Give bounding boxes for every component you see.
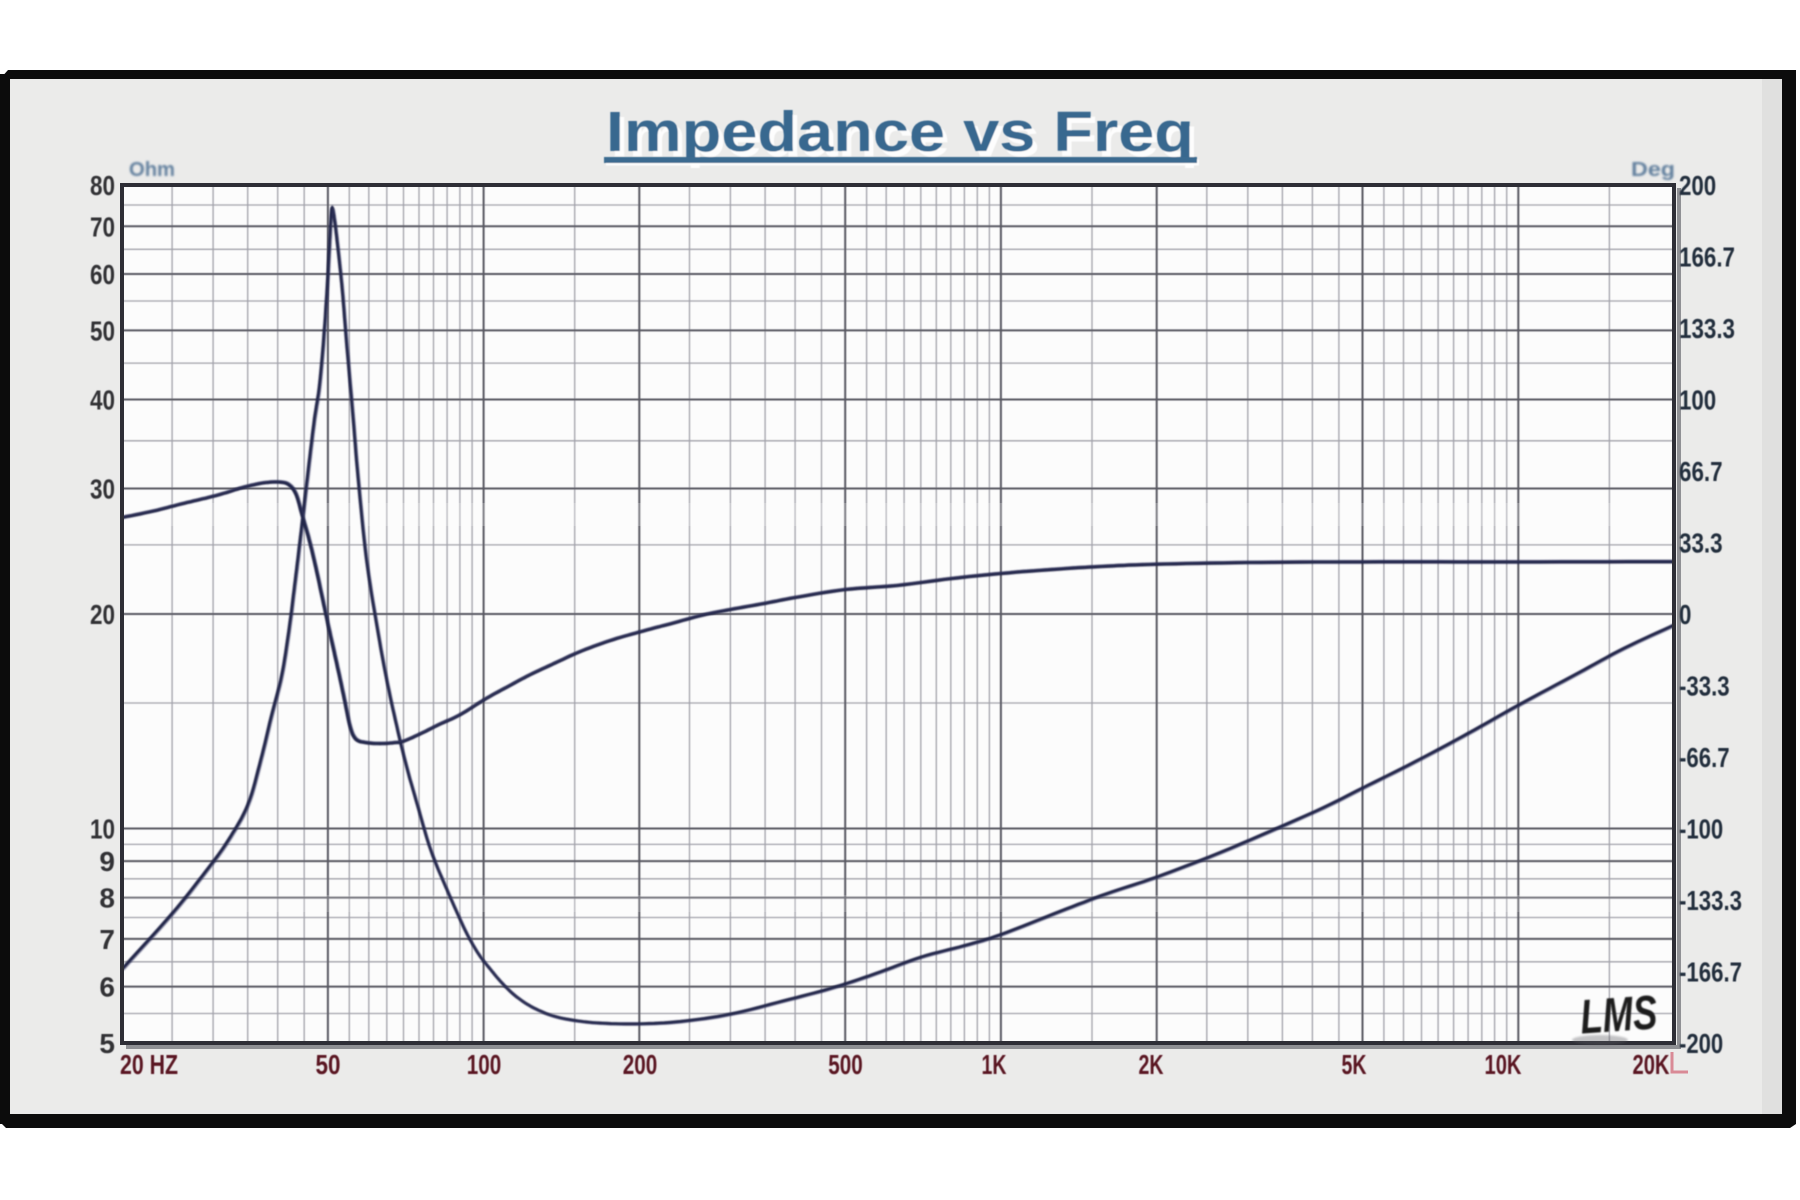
svg-text:10: 10 — [90, 814, 115, 845]
svg-text:6: 6 — [99, 972, 115, 1003]
svg-text:50: 50 — [90, 315, 115, 346]
svg-text:10K: 10K — [1485, 1049, 1522, 1080]
svg-text:66.7: 66.7 — [1679, 456, 1723, 487]
svg-text:200: 200 — [1679, 170, 1716, 201]
svg-text:-100: -100 — [1679, 814, 1723, 845]
svg-text:1K: 1K — [982, 1049, 1007, 1080]
svg-text:LMS: LMS — [1578, 986, 1659, 1044]
svg-text:40: 40 — [90, 385, 115, 416]
svg-text:100: 100 — [1679, 385, 1716, 416]
svg-text:100: 100 — [467, 1049, 502, 1080]
svg-text:5K: 5K — [1342, 1049, 1367, 1080]
svg-text:33.3: 33.3 — [1679, 528, 1723, 559]
svg-text:133.3: 133.3 — [1679, 313, 1735, 344]
svg-text:-200: -200 — [1679, 1028, 1723, 1059]
svg-text:7: 7 — [99, 924, 115, 955]
svg-text:5: 5 — [99, 1028, 115, 1059]
svg-text:500: 500 — [828, 1049, 863, 1080]
svg-text:70: 70 — [90, 211, 115, 242]
svg-text:Ohm: Ohm — [129, 159, 175, 181]
svg-text:166.7: 166.7 — [1679, 241, 1735, 272]
svg-text:2K: 2K — [1139, 1049, 1164, 1080]
svg-text:20 HZ: 20 HZ — [120, 1049, 178, 1080]
svg-text:50: 50 — [316, 1049, 341, 1080]
svg-text:Deg: Deg — [1631, 159, 1675, 181]
svg-text:20: 20 — [90, 599, 115, 630]
svg-text:200: 200 — [623, 1049, 658, 1080]
svg-text:8: 8 — [99, 883, 115, 914]
svg-text:Impedance vs Freq: Impedance vs Freq — [606, 100, 1194, 164]
svg-text:9: 9 — [99, 846, 115, 877]
svg-text:-66.7: -66.7 — [1679, 742, 1730, 773]
svg-text:-133.3: -133.3 — [1679, 885, 1742, 916]
svg-text:0: 0 — [1679, 599, 1691, 630]
svg-text:60: 60 — [90, 259, 115, 290]
svg-text:80: 80 — [90, 170, 115, 201]
svg-text:-33.3: -33.3 — [1679, 670, 1730, 701]
svg-text:20K: 20K — [1633, 1049, 1670, 1080]
svg-text:30: 30 — [90, 474, 115, 505]
svg-text:-166.7: -166.7 — [1679, 957, 1742, 988]
